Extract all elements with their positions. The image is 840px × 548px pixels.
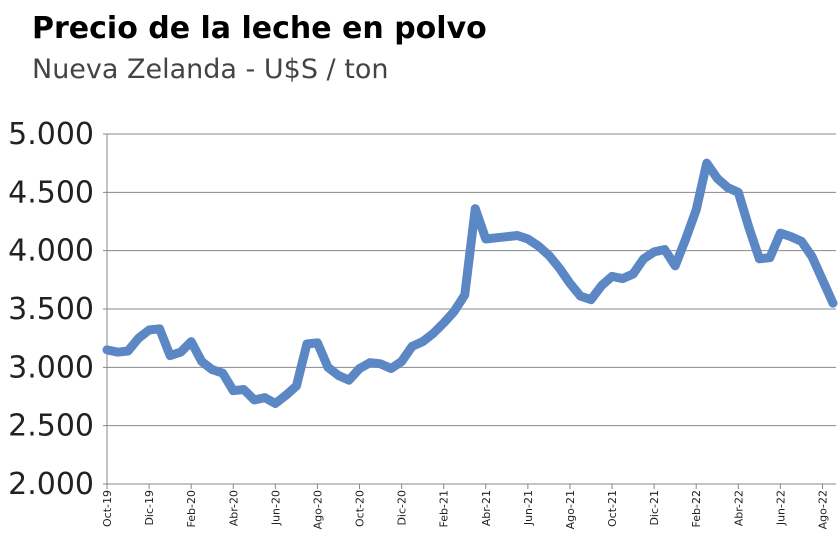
y-tick-label: 5.000 (8, 117, 94, 152)
x-tick-label: Feb-21 (438, 490, 451, 527)
x-tick-label: Jun-21 (522, 490, 535, 526)
x-tick-label: Jun-20 (269, 490, 282, 526)
x-tick-label: Abr-20 (227, 490, 240, 526)
y-tick-label: 2.000 (8, 467, 94, 502)
chart-title: Precio de la leche en polvo (32, 11, 487, 46)
chart-subtitle: Nueva Zelanda - U$S / ton (32, 54, 388, 85)
x-tick-label: Dic-19 (143, 490, 156, 526)
x-tick-label: Oct-20 (354, 490, 367, 527)
x-tick-label: Oct-21 (606, 490, 619, 527)
x-tick-label: Feb-22 (690, 490, 703, 527)
x-tick-label: Dic-20 (396, 490, 409, 526)
x-tick-label: Oct-19 (101, 490, 114, 527)
x-tick-label: Dic-21 (648, 490, 661, 526)
x-tick-label: Abr-21 (480, 490, 493, 526)
y-tick-label: 4.000 (8, 234, 94, 269)
x-tick-label: Feb-20 (185, 490, 198, 527)
x-tick-label: Jun-22 (774, 490, 787, 526)
y-tick-label: 4.500 (8, 175, 94, 210)
y-tick-label: 2.500 (8, 409, 94, 444)
x-tick-label: Ago-21 (564, 490, 577, 529)
x-tick-label: Ago-22 (816, 490, 829, 529)
y-tick-label: 3.500 (8, 292, 94, 327)
x-tick-label: Abr-22 (732, 490, 745, 526)
x-tick-label: Ago-20 (311, 490, 324, 529)
line-series (102, 158, 838, 408)
y-tick-label: 3.000 (8, 350, 94, 385)
